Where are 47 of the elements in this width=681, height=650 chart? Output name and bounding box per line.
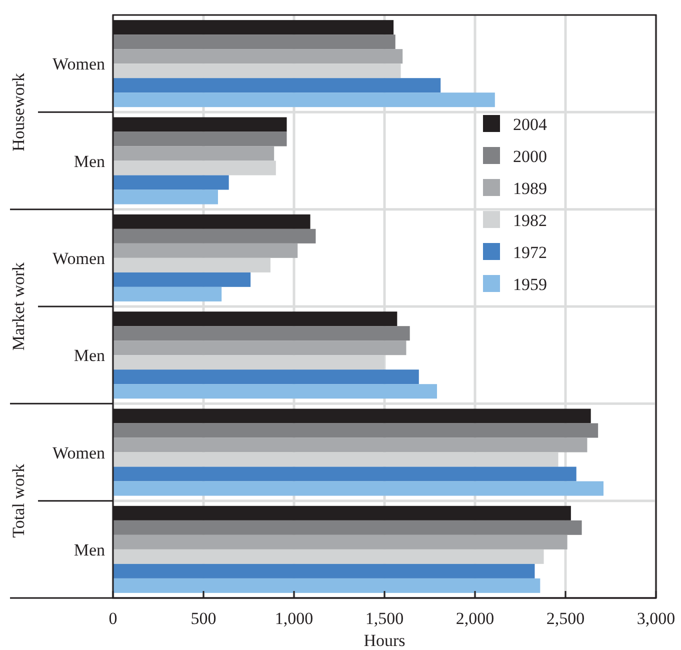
bar: [113, 534, 568, 550]
y-tick-label: Women: [52, 443, 106, 462]
y-tick-label: Men: [74, 540, 106, 560]
legend-label: 1982: [513, 211, 547, 230]
text: Housework: [9, 72, 28, 152]
bar: [113, 272, 251, 287]
bar: [113, 49, 403, 64]
bar: [113, 466, 576, 482]
bar: [113, 564, 535, 578]
x-tick-label: 0: [108, 609, 118, 628]
x-axis-title: Hours: [364, 631, 406, 650]
bar: [113, 92, 495, 108]
bar: [113, 384, 437, 399]
text: Market work: [9, 262, 28, 351]
bar: [113, 286, 222, 302]
text: Total work: [9, 463, 28, 538]
legend-label: 1959: [513, 275, 547, 294]
legend-label: 1972: [513, 243, 547, 262]
legend-label: 2004: [513, 115, 548, 134]
x-tick-label: 3,000: [636, 609, 676, 628]
y-tick-label: Men: [74, 152, 106, 171]
bar: [113, 326, 410, 341]
x-tick-label: 2,500: [546, 609, 585, 628]
x-tick-label: 500: [190, 609, 216, 628]
y-tick-label: Men: [74, 346, 106, 366]
bar: [113, 190, 218, 204]
bar: [113, 228, 316, 244]
legend-label: 1989: [513, 179, 547, 198]
bar: [113, 243, 298, 258]
bar: [113, 520, 582, 535]
y-tick-label: Women: [52, 54, 106, 74]
bar: [113, 578, 540, 593]
bar: [113, 340, 406, 356]
x-tick-label: 2,000: [456, 609, 494, 628]
bar: [113, 78, 441, 93]
bar: [113, 370, 419, 384]
bar: [113, 132, 287, 146]
bar: [113, 423, 598, 438]
bar: [113, 175, 229, 190]
x-tick-label: 1,000: [274, 609, 314, 628]
bar: [113, 438, 588, 452]
y-tick-label: Women: [52, 248, 106, 268]
legend-label: 2000: [513, 147, 547, 166]
x-tick-label: 1,500: [365, 609, 404, 628]
bar: [113, 34, 396, 50]
bar: [113, 481, 604, 496]
bar: [113, 146, 274, 161]
